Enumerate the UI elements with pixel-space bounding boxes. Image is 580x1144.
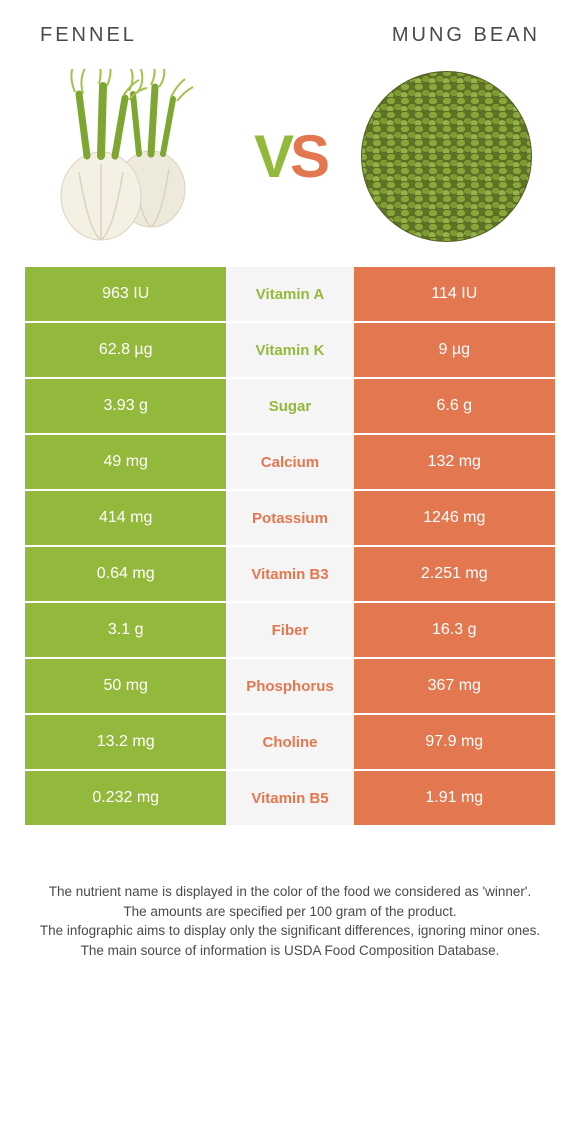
right-value-cell: 367 mg [354, 659, 555, 713]
left-value-cell: 0.232 mg [25, 771, 226, 825]
left-value-cell: 963 IU [25, 267, 226, 321]
left-value-cell: 13.2 mg [25, 715, 226, 769]
table-row: 50 mgPhosphorus367 mg [25, 659, 555, 715]
right-value-cell: 114 IU [354, 267, 555, 321]
nutrient-name-cell: Vitamin B3 [226, 547, 353, 601]
right-value-cell: 1246 mg [354, 491, 555, 545]
table-row: 0.232 mgVitamin B51.91 mg [25, 771, 555, 827]
left-value-cell: 3.1 g [25, 603, 226, 657]
vs-letter-s: S [290, 123, 326, 190]
nutrient-table: 963 IUVitamin A114 IU62.8 µgVitamin K9 µ… [25, 267, 555, 827]
fennel-icon [46, 69, 221, 244]
table-row: 3.93 gSugar6.6 g [25, 379, 555, 435]
fennel-image [46, 69, 221, 244]
nutrient-name-cell: Potassium [226, 491, 353, 545]
right-value-cell: 1.91 mg [354, 771, 555, 825]
table-row: 0.64 mgVitamin B32.251 mg [25, 547, 555, 603]
footnote-line: The main source of information is USDA F… [30, 941, 550, 961]
nutrient-name-cell: Vitamin B5 [226, 771, 353, 825]
nutrient-name-cell: Vitamin A [226, 267, 353, 321]
table-row: 963 IUVitamin A114 IU [25, 267, 555, 323]
footnotes: The nutrient name is displayed in the co… [30, 882, 550, 960]
left-value-cell: 62.8 µg [25, 323, 226, 377]
right-food-title: MUNG BEAN [392, 24, 540, 47]
table-row: 414 mgPotassium1246 mg [25, 491, 555, 547]
mung-bean-image [359, 69, 534, 244]
table-row: 3.1 gFiber16.3 g [25, 603, 555, 659]
images-row: VS [0, 57, 580, 267]
header: FENNEL MUNG BEAN [0, 0, 580, 57]
vs-label: VS [254, 122, 326, 191]
right-value-cell: 132 mg [354, 435, 555, 489]
left-value-cell: 0.64 mg [25, 547, 226, 601]
nutrient-name-cell: Phosphorus [226, 659, 353, 713]
right-value-cell: 6.6 g [354, 379, 555, 433]
table-row: 49 mgCalcium132 mg [25, 435, 555, 491]
left-value-cell: 3.93 g [25, 379, 226, 433]
left-value-cell: 49 mg [25, 435, 226, 489]
right-value-cell: 97.9 mg [354, 715, 555, 769]
left-food-title: FENNEL [40, 24, 137, 47]
nutrient-name-cell: Choline [226, 715, 353, 769]
right-value-cell: 9 µg [354, 323, 555, 377]
right-value-cell: 2.251 mg [354, 547, 555, 601]
table-row: 13.2 mgCholine97.9 mg [25, 715, 555, 771]
left-value-cell: 50 mg [25, 659, 226, 713]
footnote-line: The infographic aims to display only the… [30, 921, 550, 941]
vs-letter-v: V [254, 123, 290, 190]
right-value-cell: 16.3 g [354, 603, 555, 657]
nutrient-name-cell: Fiber [226, 603, 353, 657]
mung-bean-icon [359, 69, 534, 244]
nutrient-name-cell: Calcium [226, 435, 353, 489]
nutrient-name-cell: Vitamin K [226, 323, 353, 377]
table-row: 62.8 µgVitamin K9 µg [25, 323, 555, 379]
footnote-line: The nutrient name is displayed in the co… [30, 882, 550, 902]
nutrient-name-cell: Sugar [226, 379, 353, 433]
left-value-cell: 414 mg [25, 491, 226, 545]
footnote-line: The amounts are specified per 100 gram o… [30, 902, 550, 922]
